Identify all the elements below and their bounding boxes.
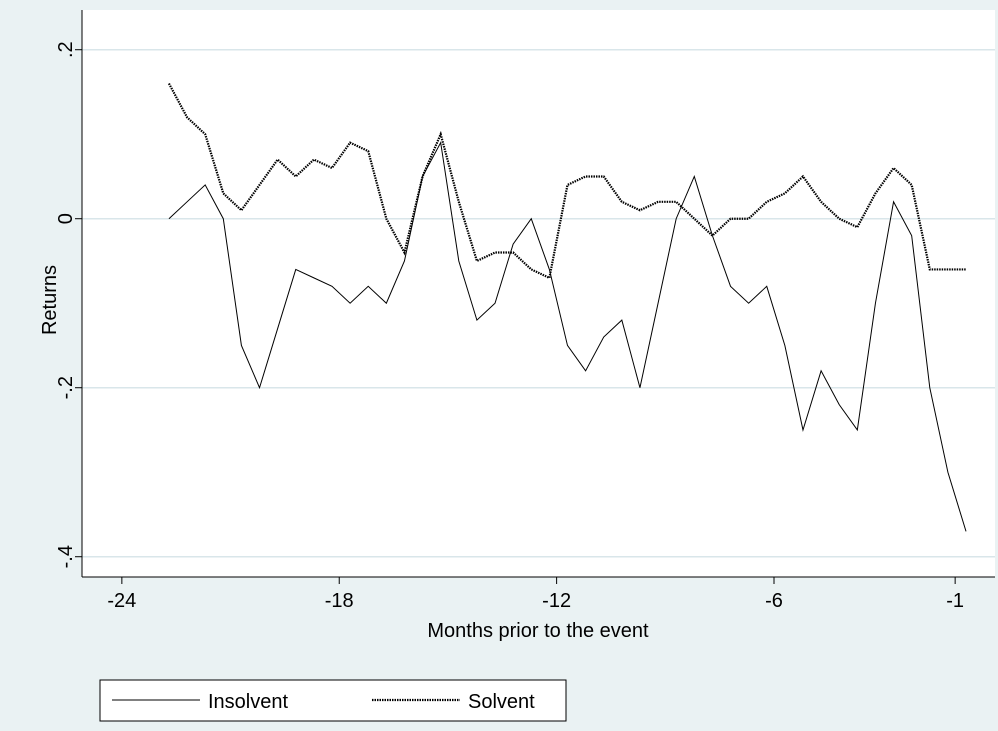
- y-axis-title: Returns: [39, 265, 61, 335]
- y-tick-label: -.2: [55, 376, 77, 399]
- x-axis-title: Months prior to the event: [427, 620, 649, 642]
- y-tick-label: -.4: [55, 545, 77, 568]
- x-tick-label: -1: [946, 590, 964, 612]
- plot-area: [82, 10, 995, 577]
- y-tick-label: .2: [55, 41, 77, 58]
- series-line: [167, 82, 967, 280]
- x-tick-label: -6: [765, 590, 783, 612]
- legend-label: Insolvent: [208, 691, 288, 713]
- x-tick-label: -12: [542, 590, 571, 612]
- series-line: [168, 141, 967, 532]
- y-tick-label: 0: [55, 213, 77, 224]
- legend-label: Solvent: [468, 691, 535, 713]
- x-tick-label: -24: [107, 590, 136, 612]
- x-tick-label: -18: [325, 590, 354, 612]
